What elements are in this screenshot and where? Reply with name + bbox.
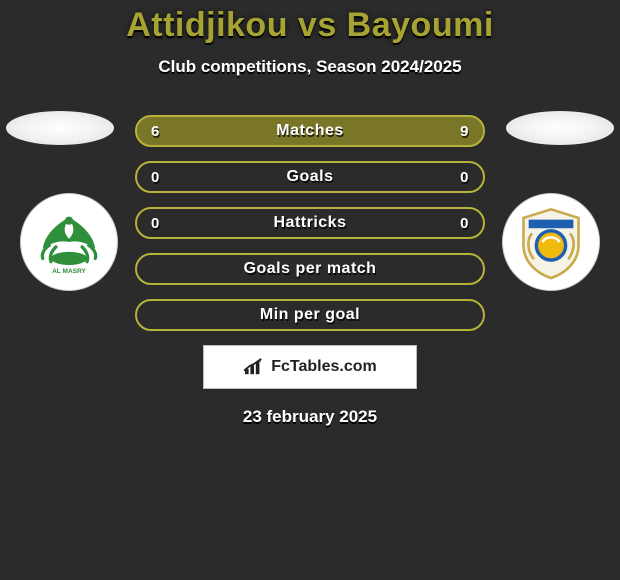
watermark-text: FcTables.com <box>271 358 377 376</box>
club-crest-right <box>502 193 600 291</box>
stat-label: Goals per match <box>244 260 377 278</box>
stat-pill-goals-per-match: Goals per match <box>135 253 485 285</box>
stat-value-left: 0 <box>151 209 160 237</box>
stat-label: Goals <box>287 168 334 186</box>
bar-chart-icon <box>243 358 265 376</box>
stat-label: Matches <box>276 122 344 140</box>
ismaily-crest-icon <box>508 199 594 285</box>
subtitle: Club competitions, Season 2024/2025 <box>0 57 620 77</box>
player-photo-right <box>506 111 614 145</box>
player-photo-left <box>6 111 114 145</box>
stats-area: AL MASRY Matches69Goals00Hattricks00Goal… <box>0 115 620 331</box>
stat-value-right: 9 <box>460 117 469 145</box>
watermark: FcTables.com <box>203 345 417 389</box>
stat-value-left: 0 <box>151 163 160 191</box>
stat-pill-list: Matches 6 9 Goals 0 0 Hattricks 0 0 Goals per mat… <box>135 115 485 331</box>
stat-label: Hattricks <box>274 214 347 232</box>
stat-value-right: 0 <box>460 209 469 237</box>
comparison-card: Attidjikou vs Bayoumi Club competitions,… <box>0 0 620 580</box>
stat-pill-matches: Matches 6 9 <box>135 115 485 147</box>
page-title: Attidjikou vs Bayoumi <box>0 6 620 45</box>
stat-label: Min per goal <box>260 306 360 324</box>
al-masry-crest-icon: AL MASRY <box>28 201 110 283</box>
date-text: 23 february 2025 <box>0 407 620 427</box>
stat-pill-goals: Goals 0 0 <box>135 161 485 193</box>
svg-text:AL MASRY: AL MASRY <box>52 268 86 275</box>
stat-pill-min-per-goal: Min per goal <box>135 299 485 331</box>
stat-value-left: 6 <box>151 117 160 145</box>
stat-pill-hattricks: Hattricks 0 0 <box>135 207 485 239</box>
club-crest-left: AL MASRY <box>20 193 118 291</box>
stat-value-right: 0 <box>460 163 469 191</box>
